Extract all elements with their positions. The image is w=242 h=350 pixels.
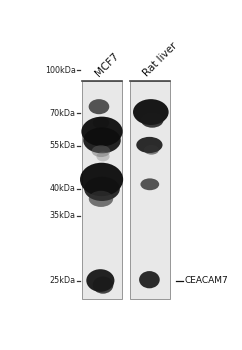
Ellipse shape xyxy=(93,276,113,294)
Bar xyxy=(130,81,170,299)
Text: 25kDa: 25kDa xyxy=(50,276,76,285)
Ellipse shape xyxy=(80,163,123,196)
Text: 55kDa: 55kDa xyxy=(50,141,76,150)
Text: 40kDa: 40kDa xyxy=(50,184,76,194)
Text: CEACAM7: CEACAM7 xyxy=(185,276,229,285)
Ellipse shape xyxy=(92,145,110,157)
Ellipse shape xyxy=(133,99,169,125)
Ellipse shape xyxy=(92,117,109,129)
Text: 100kDa: 100kDa xyxy=(45,66,76,75)
Ellipse shape xyxy=(144,145,159,155)
Ellipse shape xyxy=(89,191,113,207)
Bar xyxy=(82,81,122,299)
Ellipse shape xyxy=(81,117,123,146)
Ellipse shape xyxy=(140,178,159,190)
Ellipse shape xyxy=(136,137,163,153)
Text: 35kDa: 35kDa xyxy=(50,211,76,220)
Ellipse shape xyxy=(89,99,109,114)
Text: Rat liver: Rat liver xyxy=(141,41,179,78)
Ellipse shape xyxy=(86,269,114,292)
Ellipse shape xyxy=(96,152,110,161)
Ellipse shape xyxy=(141,113,164,128)
Text: 70kDa: 70kDa xyxy=(50,109,76,118)
Ellipse shape xyxy=(83,127,121,153)
Ellipse shape xyxy=(84,177,120,201)
Ellipse shape xyxy=(139,271,160,288)
Text: MCF7: MCF7 xyxy=(93,51,121,78)
